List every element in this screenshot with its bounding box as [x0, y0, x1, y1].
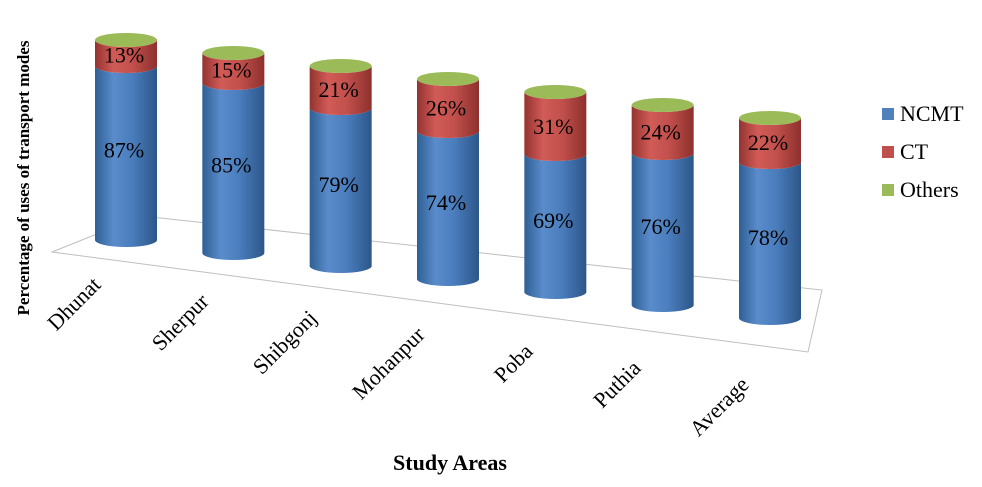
bar-ct-poba [524, 92, 587, 162]
legend-label-ct: CT [900, 139, 929, 164]
bar-poba [524, 85, 587, 299]
legend-item-ncmt: NCMT [882, 95, 964, 133]
bar-ct-sherpur [202, 53, 265, 90]
legend-label-others: Others [900, 177, 959, 202]
bar-ct-mohanpur [417, 79, 479, 138]
data-label-ncmt-shibgonj: 79% [319, 172, 359, 197]
bar-ncmt-shibgonj [309, 108, 372, 273]
bar-top-others-poba [524, 85, 587, 99]
bar-dhunat [95, 33, 157, 247]
bar-top-others-mohanpur [417, 72, 479, 86]
legend-swatch-others [882, 184, 894, 196]
bar-sherpur [202, 46, 265, 260]
data-label-ncmt-average: 78% [748, 225, 788, 250]
bar-ncmt-average [739, 162, 801, 325]
bar-average [739, 111, 801, 325]
x-tick-average: Average [684, 372, 753, 441]
data-label-ct-puthia: 24% [641, 119, 681, 144]
bar-ct-dhunat [95, 40, 157, 73]
x-tick-shibgonj: Shibgonj [248, 305, 322, 379]
x-tick-dhunat: Dhunat [42, 272, 105, 335]
x-tick-puthia: Puthia [588, 355, 646, 413]
data-label-ct-sherpur: 15% [211, 58, 251, 83]
bar-ncmt-sherpur [202, 83, 265, 260]
data-label-ncmt-puthia: 76% [641, 214, 681, 239]
bar-puthia [631, 98, 694, 312]
bar-ncmt-mohanpur [417, 131, 479, 286]
data-label-ct-dhunat: 13% [104, 42, 144, 67]
bar-top-others-puthia [631, 98, 694, 112]
bar-mohanpur [417, 72, 479, 286]
data-label-ncmt-dhunat: 87% [104, 138, 144, 163]
bar-ct-puthia [631, 105, 694, 160]
data-label-ct-shibgonj: 21% [319, 77, 359, 102]
x-axis-title: Study Areas [393, 450, 507, 475]
bar-ct-average [739, 118, 801, 169]
x-tick-poba: Poba [489, 338, 538, 387]
legend-item-others: Others [882, 171, 964, 209]
bar-ncmt-poba [524, 154, 587, 299]
x-tick-mohanpur: Mohanpur [347, 321, 430, 404]
bar-ct-shibgonj [309, 66, 372, 115]
data-label-ncmt-sherpur: 85% [211, 153, 251, 178]
legend-item-ct: CT [882, 133, 964, 171]
bar-ncmt-dhunat [95, 66, 157, 247]
data-label-ct-average: 22% [748, 130, 788, 155]
bar-top-others-sherpur [202, 46, 265, 60]
data-label-ncmt-poba: 69% [533, 208, 573, 233]
bar-shibgonj [309, 59, 372, 273]
bars-group: 87% 13% 85% 15% 79% 21% 74% 26% 69% 31% 76% 24% 78% 2… [95, 33, 801, 325]
x-tick-sherpur: Sherpur [147, 288, 214, 355]
bar-ncmt-puthia [631, 153, 694, 312]
legend-swatch-ct [882, 146, 894, 158]
data-label-ct-mohanpur: 26% [426, 96, 466, 121]
bar-top-others-shibgonj [309, 59, 372, 73]
data-label-ct-poba: 31% [533, 114, 573, 139]
legend-swatch-ncmt [882, 108, 894, 120]
data-label-ncmt-mohanpur: 74% [426, 190, 466, 215]
bar-top-others-dhunat [95, 33, 157, 47]
legend: NCMT CT Others [882, 95, 964, 209]
legend-label-ncmt: NCMT [900, 101, 964, 126]
y-axis-title: Percentage of uses of transport modes [14, 40, 33, 316]
bar-top-others-average [739, 111, 801, 125]
